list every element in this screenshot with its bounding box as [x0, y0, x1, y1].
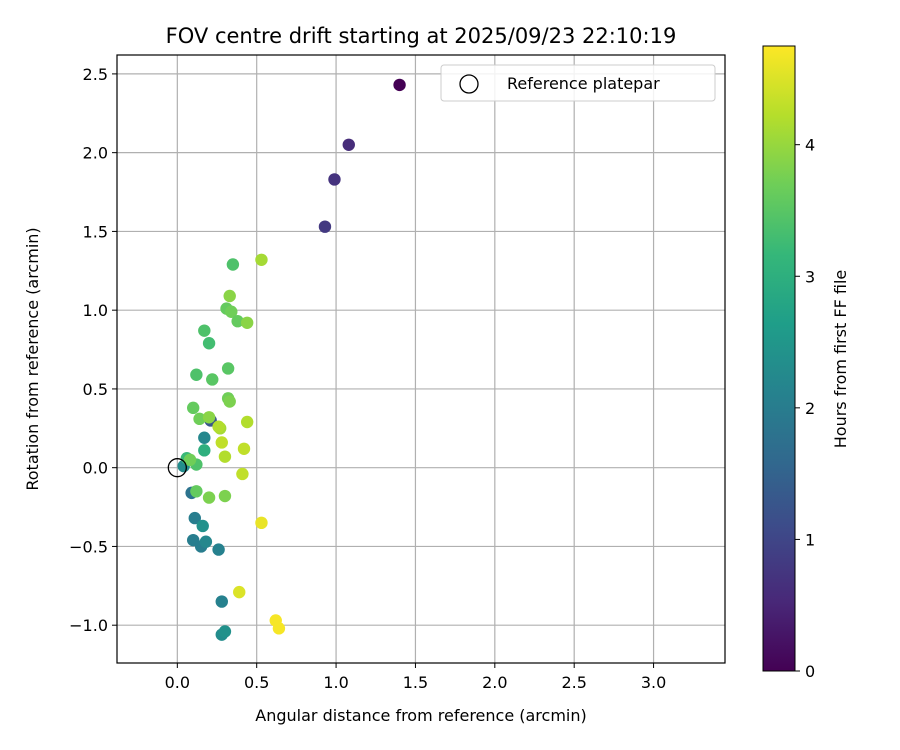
colorbar-tick-label: 0: [805, 662, 815, 681]
data-point: [225, 305, 238, 318]
data-point: [231, 314, 244, 328]
legend-box: [440, 64, 716, 102]
data-points: [177, 78, 406, 641]
data-point: [193, 412, 206, 426]
y-tick-label: 2.0: [83, 144, 108, 163]
data-point: [188, 511, 201, 525]
data-point: [202, 411, 216, 424]
data-point: [218, 450, 232, 463]
reference-marker: [167, 458, 187, 478]
colorbar-ticks: 0 1 2 3 4: [795, 136, 815, 681]
data-point: [198, 324, 211, 337]
data-point: [198, 431, 211, 444]
colorbar-bar: [762, 45, 796, 672]
y-tick-label: 0.5: [83, 380, 108, 399]
x-axis-label: Angular distance from reference (arcmin): [255, 706, 586, 725]
legend-label: Reference platepar: [507, 74, 660, 93]
y-axis-label: Rotation from reference (arcmin): [23, 227, 42, 490]
data-point: [223, 289, 236, 303]
data-point: [272, 622, 286, 635]
data-point: [186, 401, 200, 415]
data-point: [240, 415, 254, 429]
data-point: [240, 316, 254, 329]
data-point: [342, 138, 355, 151]
colorbar-tick-label: 4: [805, 136, 815, 155]
data-point: [190, 368, 203, 381]
data-point: [226, 258, 240, 271]
y-tick-label: −0.5: [69, 537, 108, 556]
data-point: [196, 519, 209, 533]
data-point: [236, 467, 249, 481]
data-point: [221, 362, 235, 375]
data-point: [318, 220, 332, 233]
y-tick-label: 1.0: [83, 301, 108, 320]
data-point: [190, 485, 203, 498]
grid-lines: [117, 55, 725, 663]
data-point: [206, 373, 219, 386]
data-point: [218, 489, 232, 503]
legend: Reference platepar: [440, 64, 716, 102]
data-point: [218, 625, 232, 638]
y-axis-ticks: −1.0 −0.5 0.0 0.5 1.0 1.5 2.0 2.5: [69, 65, 117, 635]
y-tick-label: −1.0: [69, 616, 108, 635]
colorbar-tick-label: 2: [805, 399, 815, 418]
data-point: [199, 535, 213, 548]
y-tick-label: 1.5: [83, 222, 108, 241]
plot-frame: [116, 54, 726, 664]
data-point: [255, 516, 268, 530]
data-point: [237, 442, 251, 455]
x-tick-label: 0.5: [244, 673, 269, 692]
x-tick-label: 0.0: [165, 673, 190, 692]
data-point: [198, 444, 211, 457]
data-point: [215, 595, 228, 608]
x-tick-label: 3.0: [641, 673, 666, 692]
legend-reference-marker: [459, 74, 479, 94]
data-point: [393, 78, 406, 92]
y-tick-label: 2.5: [83, 65, 108, 84]
data-point: [255, 253, 268, 266]
colorbar-label: Hours from first FF file: [831, 270, 850, 449]
x-tick-label: 1.5: [403, 673, 428, 692]
chart-title: FOV centre drift starting at 2025/09/23 …: [166, 24, 677, 48]
data-point: [233, 585, 246, 599]
reference-point-marker: [167, 458, 187, 478]
data-point: [183, 453, 197, 467]
x-tick-label: 1.0: [323, 673, 348, 692]
colorbar-tick-label: 3: [805, 267, 815, 286]
data-point: [223, 395, 236, 408]
data-point: [202, 491, 216, 504]
colorbar: 0 1 2 3 4 Hours from first FF file: [762, 45, 850, 681]
y-tick-label: 0.0: [83, 459, 108, 478]
colorbar-tick-label: 1: [805, 530, 815, 549]
data-point: [212, 543, 225, 556]
data-point: [202, 337, 216, 350]
data-point: [215, 436, 228, 449]
data-point: [328, 173, 341, 186]
x-axis-ticks: 0.0 0.5 1.0 1.5 2.0 2.5 3.0: [165, 663, 666, 692]
x-tick-label: 2.0: [482, 673, 507, 692]
data-point: [212, 420, 225, 433]
x-tick-label: 2.5: [561, 673, 586, 692]
